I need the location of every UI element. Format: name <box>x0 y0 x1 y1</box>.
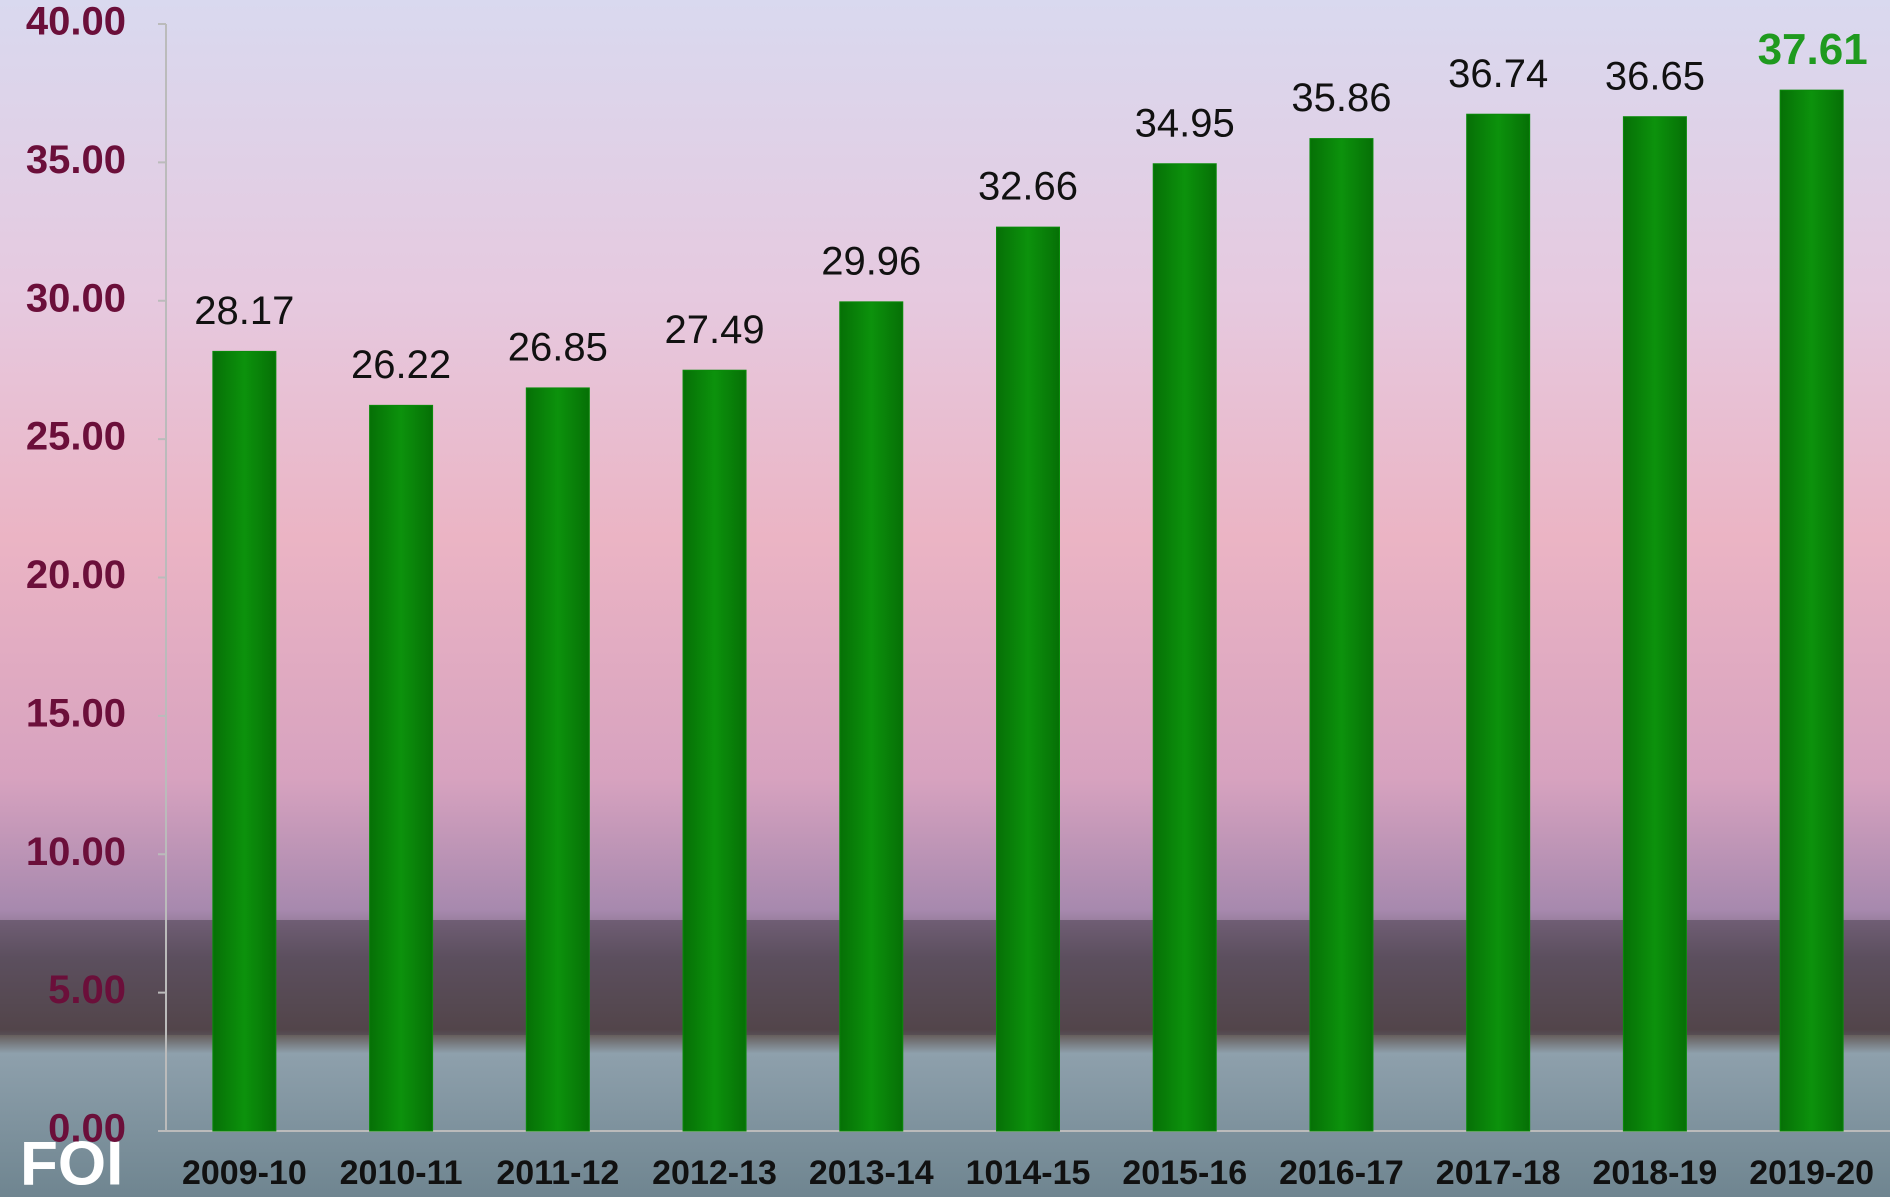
y-tick-label: 35.00 <box>26 138 126 182</box>
x-tick-label: 2013-14 <box>809 1154 934 1192</box>
value-label: 26.85 <box>508 325 608 369</box>
logo: FOI <box>20 1129 123 1197</box>
bar <box>1309 138 1374 1132</box>
x-tick-label: 2017-18 <box>1436 1154 1561 1192</box>
bar <box>525 387 590 1132</box>
value-label: 32.66 <box>978 165 1078 209</box>
x-tick-label: 1014-15 <box>966 1154 1091 1192</box>
bar <box>1466 113 1531 1132</box>
value-label: 29.96 <box>821 239 921 283</box>
value-label: 37.61 <box>1758 25 1868 74</box>
x-tick-label: 2018-19 <box>1593 1154 1718 1192</box>
x-tick-label: 2009-10 <box>182 1154 307 1192</box>
y-tick-label: 5.00 <box>48 968 126 1012</box>
y-tick-label: 25.00 <box>26 415 126 459</box>
bar <box>996 226 1060 1132</box>
y-tick-label: 15.00 <box>26 691 126 735</box>
x-tick-label: 2011-12 <box>496 1154 619 1192</box>
bar <box>212 350 277 1132</box>
y-tick-label: 40.00 <box>26 0 126 44</box>
x-tick-label: 2015-16 <box>1122 1154 1247 1192</box>
bar <box>839 301 904 1132</box>
bar <box>1779 89 1844 1132</box>
city-skyline <box>0 920 1890 1035</box>
x-tick-label: 2019-20 <box>1749 1154 1874 1192</box>
y-tick-label: 30.00 <box>26 276 126 320</box>
bar <box>682 369 747 1132</box>
value-label: 34.95 <box>1135 101 1235 145</box>
value-label: 27.49 <box>664 308 764 352</box>
y-tick-label: 0.00 <box>48 1107 126 1151</box>
value-label: 26.22 <box>351 343 451 387</box>
y-tick-label: 10.00 <box>26 830 126 874</box>
x-tick-label: 2012-13 <box>652 1154 777 1192</box>
y-tick-label: 20.00 <box>26 553 126 597</box>
value-label: 36.65 <box>1605 54 1705 98</box>
x-tick-label: 2010-11 <box>340 1154 463 1192</box>
x-tick-label: 2016-17 <box>1279 1154 1404 1192</box>
bar <box>369 404 434 1132</box>
value-label: 36.74 <box>1448 52 1548 96</box>
bar <box>1152 163 1217 1132</box>
bar <box>1622 116 1687 1132</box>
value-label: 28.17 <box>194 289 294 333</box>
value-label: 35.86 <box>1291 76 1391 120</box>
